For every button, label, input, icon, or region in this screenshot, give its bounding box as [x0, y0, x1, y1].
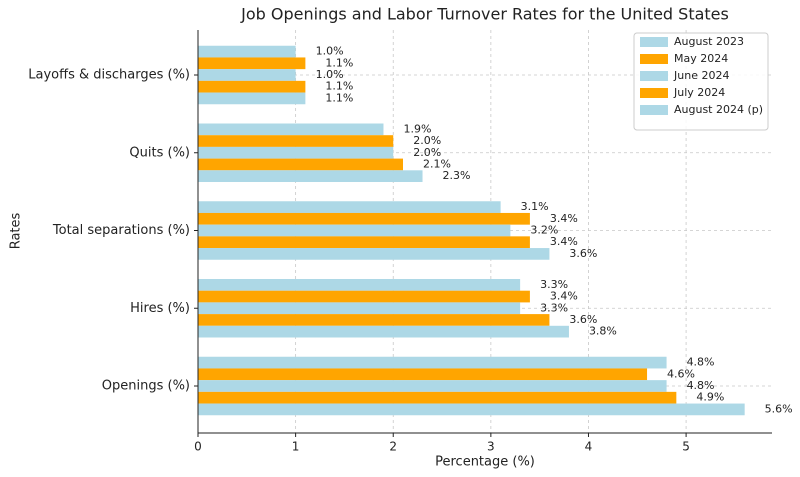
value-label: 4.8%	[687, 379, 715, 392]
bar	[198, 314, 550, 326]
y-axis-label: Rates	[9, 212, 24, 249]
bar	[198, 45, 296, 58]
legend-swatch	[640, 54, 668, 64]
bar	[198, 80, 306, 93]
value-label: 3.4%	[550, 290, 578, 303]
y-tick-label: Hires (%)	[130, 301, 190, 316]
legend-swatch	[640, 71, 668, 81]
legend-label: May 2024	[674, 52, 728, 65]
value-label: 3.4%	[550, 212, 578, 225]
value-label: 2.0%	[413, 134, 441, 147]
bar	[198, 248, 550, 260]
legend-swatch	[640, 105, 668, 115]
bar	[198, 201, 501, 213]
bar	[198, 279, 521, 291]
bar	[198, 57, 306, 70]
y-tick-label: Quits (%)	[129, 145, 190, 160]
x-axis-label: Percentage (%)	[435, 455, 535, 470]
value-label: 3.1%	[521, 200, 549, 213]
x-tick-label: 4	[585, 440, 593, 454]
bar	[198, 123, 384, 136]
chart-title: Job Openings and Labor Turnover Rates fo…	[240, 5, 729, 24]
value-label: 3.6%	[569, 313, 597, 326]
bar	[198, 69, 296, 81]
value-label: 5.6%	[765, 402, 793, 415]
bar	[198, 380, 667, 392]
bar	[198, 170, 423, 182]
bar	[198, 236, 530, 249]
value-label: 3.2%	[530, 224, 558, 237]
bar	[198, 135, 394, 147]
bar	[198, 92, 306, 105]
y-tick-label: Total separations (%)	[52, 223, 190, 238]
bar	[198, 356, 667, 369]
bar	[198, 403, 745, 416]
value-label: 1.9%	[403, 122, 431, 135]
x-tick-label: 5	[682, 440, 690, 454]
value-label: 4.8%	[687, 356, 715, 369]
legend-label: June 2024	[673, 69, 729, 82]
bar	[198, 158, 403, 171]
y-tick-label: Layoffs & discharges (%)	[28, 68, 190, 83]
value-label: 3.6%	[569, 247, 597, 260]
legend: August 2023 May 2024 June 2024 July 2024 Aug…	[633, 32, 769, 131]
value-label: 1.0%	[316, 68, 344, 81]
value-label: 3.3%	[540, 278, 568, 291]
value-label: 1.1%	[325, 56, 353, 69]
bar	[198, 391, 677, 404]
x-tick-label: 2	[389, 440, 397, 454]
value-label: 3.3%	[540, 301, 568, 314]
legend-label: July 2024	[673, 86, 725, 99]
y-tick-label: Openings (%)	[102, 379, 190, 394]
value-label: 4.6%	[667, 367, 695, 380]
legend-swatch	[640, 88, 668, 98]
legend-label: August 2024 (p)	[674, 103, 763, 116]
x-tick-label: 3	[487, 440, 495, 454]
value-label: 2.1%	[423, 157, 451, 170]
value-label: 4.9%	[696, 391, 724, 404]
x-tick-label: 0	[194, 440, 202, 454]
value-label: 2.3%	[443, 169, 471, 182]
value-label: 1.1%	[325, 80, 353, 93]
legend-label: August 2023	[674, 35, 744, 48]
value-label: 3.4%	[550, 235, 578, 248]
value-label: 3.8%	[589, 325, 617, 338]
legend-swatch	[640, 37, 668, 47]
bar	[198, 146, 394, 159]
bar	[198, 302, 521, 315]
x-tick-label: 1	[292, 440, 300, 454]
bar	[198, 212, 530, 225]
bar	[198, 224, 511, 237]
bar	[198, 368, 648, 381]
bar	[198, 290, 530, 303]
value-label: 2.0%	[413, 146, 441, 159]
bar	[198, 325, 569, 338]
value-label: 1.0%	[316, 45, 344, 58]
value-label: 1.1%	[325, 91, 353, 104]
